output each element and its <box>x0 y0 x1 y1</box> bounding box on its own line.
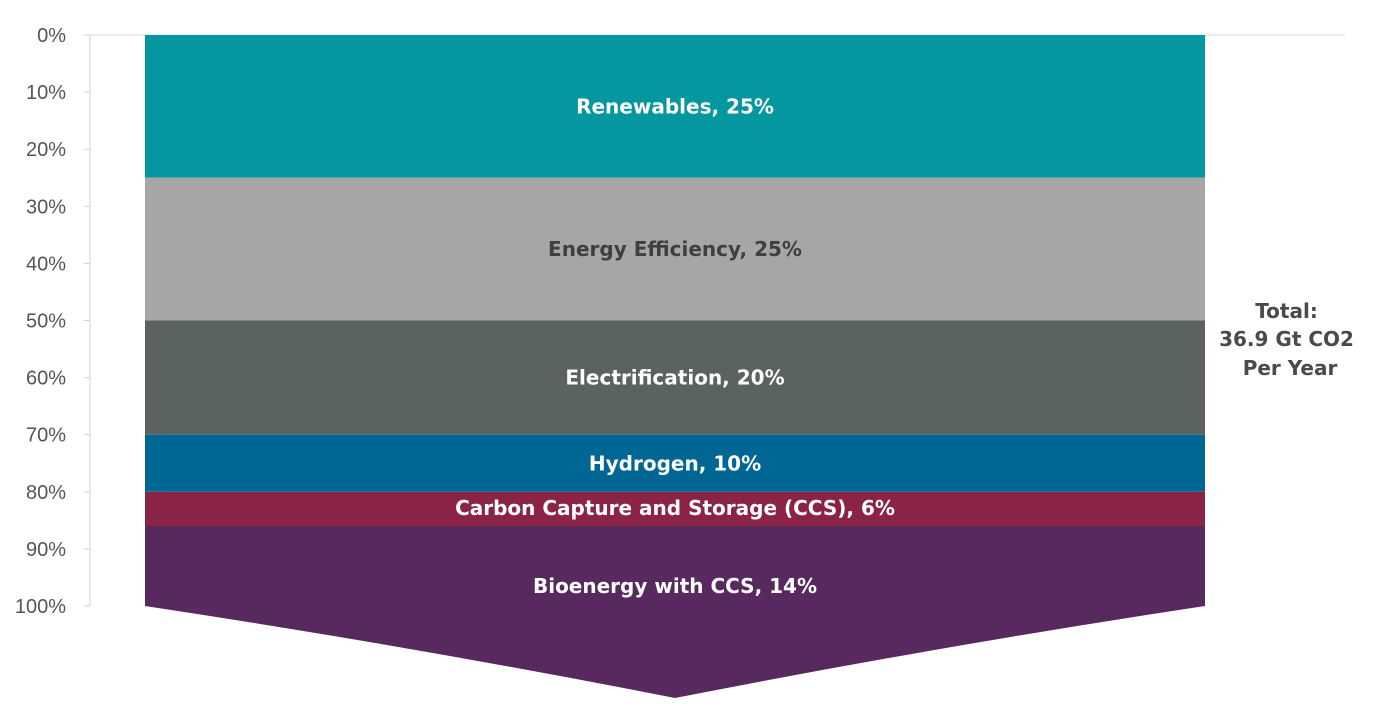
y-tick-label: 0% <box>37 25 66 47</box>
y-tick-label: 80% <box>26 482 66 504</box>
segment-label: Bioenergy with CCS, 14% <box>533 574 817 598</box>
y-tick-label: 30% <box>26 196 66 218</box>
y-tick-label: 90% <box>26 539 66 561</box>
segment-label: Renewables, 25% <box>576 94 774 118</box>
segment-energy-efficiency <box>145 177 1205 321</box>
total-line-1: Total: <box>1255 299 1318 323</box>
segments-layer <box>145 35 1205 698</box>
y-tick-label: 10% <box>26 82 66 104</box>
y-tick-label: 50% <box>26 311 66 333</box>
segment-labels-layer: Renewables, 25% Energy Efficiency, 25% Ele… <box>455 94 895 598</box>
segment-label: Electrification, 20% <box>565 366 784 390</box>
total-annotation: Total: 36.9 Gt CO2 Per Year <box>1219 299 1361 380</box>
segment-renewables <box>145 35 1205 178</box>
y-axis: 0% 10% 20% 30% 40% 50% 60% 70% 80% 90% 100% <box>15 25 1345 618</box>
segment-electrification <box>145 320 1205 435</box>
segment-label: Carbon Capture and Storage (CCS), 6% <box>455 496 895 520</box>
y-tick-label: 100% <box>15 596 66 618</box>
total-line-3: Per Year <box>1243 356 1338 380</box>
y-tick-label: 40% <box>26 253 66 275</box>
segment-hydrogen <box>145 434 1205 492</box>
segment-label: Energy Efficiency, 25% <box>548 237 802 261</box>
y-tick-label: 20% <box>26 139 66 161</box>
segment-bioenergy-with-ccs <box>145 526 1205 698</box>
segment-label: Hydrogen, 10% <box>589 451 761 475</box>
segment-carbon-capture-and-storage-ccs <box>145 491 1205 527</box>
y-tick-label: 70% <box>26 425 66 447</box>
y-tick-label: 60% <box>26 368 66 390</box>
total-line-2: 36.9 Gt CO2 <box>1219 327 1354 351</box>
